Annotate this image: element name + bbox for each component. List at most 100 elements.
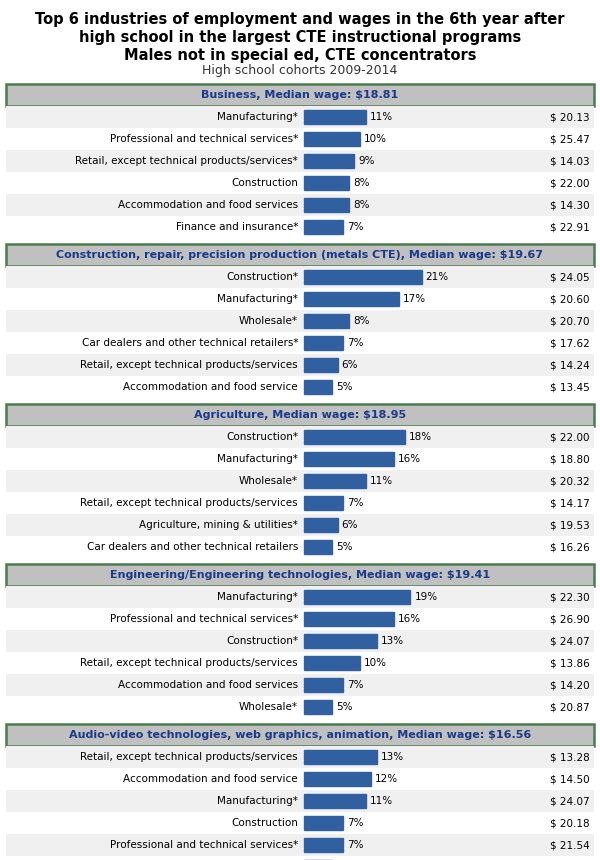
Text: 17%: 17% — [403, 294, 427, 304]
Text: Males not in special ed, CTE concentrators: Males not in special ed, CTE concentrato… — [124, 48, 476, 63]
Bar — [304, 176, 349, 189]
Text: Accommodation and food services: Accommodation and food services — [118, 200, 298, 210]
Bar — [304, 270, 422, 284]
Text: Wholesale*: Wholesale* — [239, 476, 298, 486]
Text: Professional and technical services*: Professional and technical services* — [110, 134, 298, 144]
Bar — [304, 591, 410, 604]
Text: 13%: 13% — [381, 752, 404, 762]
Text: Top 6 industries of employment and wages in the 6th year after: Top 6 industries of employment and wages… — [35, 12, 565, 27]
Text: Manufacturing*: Manufacturing* — [217, 112, 298, 122]
Text: $ 20.70: $ 20.70 — [551, 316, 590, 326]
Text: $ 24.05: $ 24.05 — [550, 272, 590, 282]
Text: 9%: 9% — [358, 156, 375, 166]
Text: high school in the largest CTE instructional programs: high school in the largest CTE instructi… — [79, 30, 521, 45]
Bar — [304, 199, 349, 212]
Text: $ 20.87: $ 20.87 — [550, 702, 590, 712]
Text: Car dealers and other technical retailers*: Car dealers and other technical retailer… — [82, 338, 298, 348]
Bar — [304, 110, 365, 124]
FancyBboxPatch shape — [6, 84, 594, 106]
Text: $ 18.80: $ 18.80 — [550, 454, 590, 464]
Text: Construction: Construction — [231, 178, 298, 188]
Text: Agriculture, Median wage: $18.95: Agriculture, Median wage: $18.95 — [194, 410, 406, 420]
Text: Professional and technical services*: Professional and technical services* — [110, 840, 298, 850]
Text: $ 22.91: $ 22.91 — [550, 222, 590, 232]
Text: Accommodation and food service: Accommodation and food service — [124, 382, 298, 392]
Text: $ 25.47: $ 25.47 — [550, 134, 590, 144]
Text: Wholesale*: Wholesale* — [239, 316, 298, 326]
Text: Construction*: Construction* — [226, 636, 298, 646]
Text: 8%: 8% — [353, 178, 370, 188]
Bar — [304, 430, 405, 444]
Text: Business, Median wage: $18.81: Business, Median wage: $18.81 — [202, 90, 398, 100]
Text: $ 14.20: $ 14.20 — [550, 680, 590, 690]
Text: 10%: 10% — [364, 134, 387, 144]
Bar — [304, 519, 338, 531]
Text: 7%: 7% — [347, 818, 364, 828]
Text: 19%: 19% — [415, 592, 437, 602]
Text: $ 22.00: $ 22.00 — [551, 432, 590, 442]
Text: $ 13.45: $ 13.45 — [550, 382, 590, 392]
Text: $ 20.13: $ 20.13 — [550, 112, 590, 122]
Text: High school cohorts 2009-2014: High school cohorts 2009-2014 — [202, 64, 398, 77]
Text: $ 19.53: $ 19.53 — [550, 520, 590, 530]
Bar — [304, 540, 332, 554]
Bar — [304, 656, 360, 670]
Bar — [304, 838, 343, 851]
Text: 7%: 7% — [347, 222, 364, 232]
Bar — [304, 359, 338, 372]
Text: $ 20.60: $ 20.60 — [551, 294, 590, 304]
Bar — [304, 700, 332, 714]
Bar — [304, 635, 377, 648]
Text: Engineering/Engineering technologies, Median wage: $19.41: Engineering/Engineering technologies, Me… — [110, 570, 490, 580]
Text: Retail, except technical products/services: Retail, except technical products/servic… — [80, 498, 298, 508]
Text: Retail, except technical products/services: Retail, except technical products/servic… — [80, 360, 298, 370]
Text: 6%: 6% — [341, 520, 358, 530]
Text: $ 24.07: $ 24.07 — [550, 636, 590, 646]
Text: Car dealers and other technical retailers: Car dealers and other technical retailer… — [86, 542, 298, 552]
Bar — [304, 751, 377, 764]
Text: 7%: 7% — [347, 498, 364, 508]
Text: 21%: 21% — [425, 272, 449, 282]
Bar — [304, 452, 394, 465]
Text: $ 20.18: $ 20.18 — [550, 818, 590, 828]
Text: 11%: 11% — [370, 112, 393, 122]
Bar — [304, 292, 399, 305]
Text: $ 21.54: $ 21.54 — [550, 840, 590, 850]
Text: $ 17.62: $ 17.62 — [550, 338, 590, 348]
Bar — [304, 380, 332, 394]
Text: Retail, except technical products/services: Retail, except technical products/servic… — [80, 752, 298, 762]
Text: 10%: 10% — [364, 658, 387, 668]
Text: 7%: 7% — [347, 338, 364, 348]
Text: Manufacturing*: Manufacturing* — [217, 796, 298, 806]
Bar — [304, 315, 349, 328]
Text: 16%: 16% — [398, 614, 421, 624]
Text: Agriculture, mining & utilities*: Agriculture, mining & utilities* — [139, 520, 298, 530]
Text: Audio-video technologies, web graphics, animation, Median wage: $16.56: Audio-video technologies, web graphics, … — [69, 730, 531, 740]
Text: 11%: 11% — [370, 796, 393, 806]
Text: Construction, repair, precision production (metals CTE), Median wage: $19.67: Construction, repair, precision producti… — [56, 250, 544, 260]
Text: $ 14.03: $ 14.03 — [550, 156, 590, 166]
FancyBboxPatch shape — [6, 404, 594, 426]
Bar — [304, 220, 343, 234]
Text: Construction*: Construction* — [226, 432, 298, 442]
FancyBboxPatch shape — [6, 724, 594, 746]
Text: $ 14.17: $ 14.17 — [550, 498, 590, 508]
Text: $ 13.28: $ 13.28 — [550, 752, 590, 762]
Text: Professional and technical services*: Professional and technical services* — [110, 614, 298, 624]
Text: 12%: 12% — [375, 774, 398, 784]
Bar — [304, 496, 343, 510]
Text: Manufacturing*: Manufacturing* — [217, 294, 298, 304]
Text: $ 14.24: $ 14.24 — [550, 360, 590, 370]
Text: Wholesale*: Wholesale* — [239, 702, 298, 712]
Text: $ 24.07: $ 24.07 — [550, 796, 590, 806]
Text: $ 14.50: $ 14.50 — [550, 774, 590, 784]
Text: 16%: 16% — [398, 454, 421, 464]
Bar — [304, 679, 343, 691]
Text: 8%: 8% — [353, 200, 370, 210]
Text: Retail, except technical products/services*: Retail, except technical products/servic… — [75, 156, 298, 166]
FancyBboxPatch shape — [6, 244, 594, 266]
Text: Construction: Construction — [231, 818, 298, 828]
Text: 6%: 6% — [341, 360, 358, 370]
Bar — [304, 336, 343, 350]
Text: Construction*: Construction* — [226, 272, 298, 282]
